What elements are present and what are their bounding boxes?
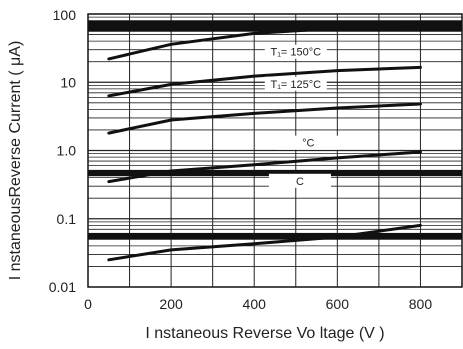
series-line-4 (107, 150, 422, 184)
y-axis-title: I nstaneousReverse Current ( μA) (7, 41, 24, 281)
series-line-1 (107, 23, 422, 61)
x-tick-label: 800 (409, 296, 433, 312)
y-tick-label: 100 (53, 7, 77, 23)
y-tick-label: 0.01 (49, 279, 76, 295)
annotation-box (268, 173, 331, 188)
x-tick-label: 200 (159, 296, 183, 312)
y-tick-label: 0.1 (57, 211, 77, 227)
x-axis-title: I nstaneous Reverse Vo ltage (V ) (145, 325, 384, 342)
y-tick-label: 10 (60, 74, 76, 90)
annotation-label: T₁= 150°C (270, 47, 321, 59)
grid-band (88, 232, 462, 240)
x-tick-label: 600 (326, 296, 350, 312)
annotation-box (264, 44, 327, 59)
series-line-2 (107, 65, 422, 98)
grid-band (88, 169, 462, 177)
grid-band (88, 20, 462, 32)
grid-bands (88, 20, 462, 240)
annotation-label: °C (302, 138, 314, 150)
annotation-label: C (296, 176, 304, 188)
series-line-3 (107, 102, 422, 135)
annotation-label: T₁= 125°C (270, 79, 321, 91)
tick-labels: 0 200 400 600 800 100 10 1.0 0.1 0.01 (49, 7, 433, 312)
x-tick-label: 0 (84, 296, 92, 312)
y-tick-label: 1.0 (57, 143, 77, 159)
annotation-layer: T₁= 150°C T₁= 125°C °C C (264, 44, 340, 188)
annotation-box (277, 135, 340, 150)
annotation-box (264, 76, 327, 91)
x-tick-label: 400 (243, 296, 267, 312)
series-layer (107, 23, 422, 262)
series-line-5 (107, 223, 422, 262)
